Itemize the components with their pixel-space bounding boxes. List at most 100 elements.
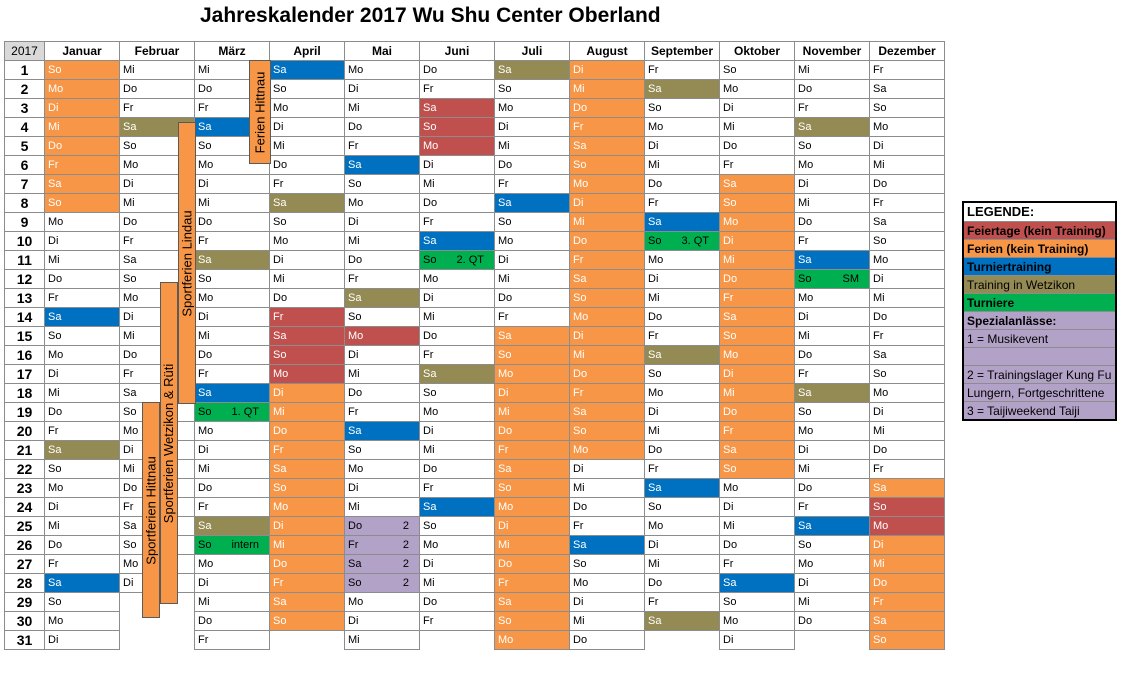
day-cell: Sa <box>719 573 795 593</box>
weekday-label: Do <box>273 159 288 171</box>
day-row: 1 So Mi Mi Sa Mo Do Sa Di Fr So Mi Fr <box>4 60 945 80</box>
weekday-label: Mi <box>348 235 360 247</box>
weekday-label: So <box>573 159 587 171</box>
weekday-label: Mi <box>873 159 885 171</box>
day-cell: Do <box>719 535 795 555</box>
event-note: 2. QT <box>456 254 484 266</box>
day-cell: Mi <box>344 98 420 118</box>
day-cell: Mi <box>419 174 495 194</box>
day-cell: Mo <box>569 440 645 460</box>
weekday-label: Sa <box>873 83 887 95</box>
day-number: 22 <box>4 459 45 479</box>
day-cell: Mi <box>344 497 420 517</box>
weekday-label: So <box>198 406 212 418</box>
weekday-label: Mi <box>798 197 810 209</box>
year-header: 2017 <box>4 41 45 61</box>
day-cell: Sa <box>869 478 945 498</box>
weekday-label: Mo <box>348 330 364 342</box>
day-cell: Do 2 <box>344 516 420 536</box>
weekday-label: Fr <box>723 159 734 171</box>
day-cell: So <box>419 383 495 403</box>
day-cell: Fr <box>794 364 870 384</box>
day-cell: Sa <box>419 231 495 251</box>
empty-cell <box>795 631 870 650</box>
day-cell: Mo <box>269 497 345 517</box>
weekday-label: Do <box>798 349 813 361</box>
weekday-label: So <box>873 235 887 247</box>
day-cell: Fr <box>869 60 945 80</box>
month-header: Januar <box>44 41 120 61</box>
weekday-label: So <box>798 273 812 285</box>
day-cell: So <box>869 231 945 251</box>
weekday-label: Do <box>723 539 738 551</box>
weekday-label: So <box>348 311 362 323</box>
day-cell: So <box>869 497 945 517</box>
weekday-label: Fr <box>498 311 509 323</box>
day-cell: Fr <box>494 307 570 327</box>
weekday-label: Fr <box>798 102 809 114</box>
weekday-label: Fr <box>48 425 59 437</box>
weekday-label: Mo <box>648 121 664 133</box>
weekday-label: Fr <box>348 406 359 418</box>
day-number: 12 <box>4 269 45 289</box>
weekday-label: Sa <box>348 425 362 437</box>
day-cell: Fr <box>119 98 195 118</box>
weekday-label: Sa <box>423 235 437 247</box>
day-cell: Sa <box>569 269 645 289</box>
weekday-label: Sa <box>48 577 62 589</box>
weekday-label: So <box>198 273 212 285</box>
day-cell: Sa <box>419 98 495 118</box>
day-cell: Di <box>794 307 870 327</box>
ferien-hittnau-label: Ferien Hittnau <box>252 71 268 153</box>
day-cell: Sa <box>869 79 945 99</box>
weekday-label: Fr <box>198 102 209 114</box>
weekday-label: Do <box>723 140 738 152</box>
day-cell: Fr <box>344 136 420 156</box>
day-cell: Do <box>869 440 945 460</box>
weekday-label: Mo <box>723 482 739 494</box>
weekday-label: Sa <box>573 140 587 152</box>
weekday-label: Mo <box>573 311 589 323</box>
day-cell: Do <box>794 478 870 498</box>
day-cell: Di <box>194 573 270 593</box>
weekday-label: Di <box>873 140 884 152</box>
weekday-label: Mi <box>498 140 510 152</box>
weekday-label: Di <box>198 178 209 190</box>
day-number: 13 <box>4 288 45 308</box>
weekday-label: Mo <box>423 140 439 152</box>
day-cell: Di <box>269 383 345 403</box>
weekday-label: So <box>423 254 437 266</box>
weekday-label: Sa <box>498 197 512 209</box>
day-cell: Mi <box>194 326 270 346</box>
weekday-label: Do <box>873 444 888 456</box>
day-cell: So <box>269 79 345 99</box>
day-cell: Di <box>194 174 270 194</box>
day-number: 2 <box>4 79 45 99</box>
weekday-label: Mo <box>723 615 739 627</box>
weekday-label: Fr <box>798 501 809 513</box>
day-cell: Do <box>419 592 495 612</box>
weekday-label: So <box>48 463 62 475</box>
day-cell: Do <box>269 155 345 175</box>
weekday-label: Fr <box>873 64 884 76</box>
weekday-label: Mo <box>348 463 364 475</box>
day-row: 11 Mi Sa Sa Di Do So 2. QT Di Fr Mo Mi Sa Mo <box>4 250 945 270</box>
day-number: 27 <box>4 554 45 574</box>
day-cell: Mi <box>269 535 345 555</box>
day-cell: So <box>794 402 870 422</box>
weekday-label: Di <box>48 102 59 114</box>
weekday-label: Mo <box>873 520 889 532</box>
day-cell: Di <box>569 326 645 346</box>
day-cell: Do <box>869 307 945 327</box>
legend-item: Spezialanlässe: <box>964 311 1115 329</box>
weekday-label: Fr <box>273 311 284 323</box>
weekday-label: Mo <box>48 216 64 228</box>
weekday-label: So <box>798 406 812 418</box>
weekday-label: Do <box>123 482 138 494</box>
weekday-label: Di <box>798 311 809 323</box>
weekday-label: Fr <box>198 501 209 513</box>
day-cell: Fr <box>719 288 795 308</box>
weekday-label: Sa <box>198 387 212 399</box>
weekday-label: Di <box>723 102 734 114</box>
weekday-label: Fr <box>723 425 734 437</box>
